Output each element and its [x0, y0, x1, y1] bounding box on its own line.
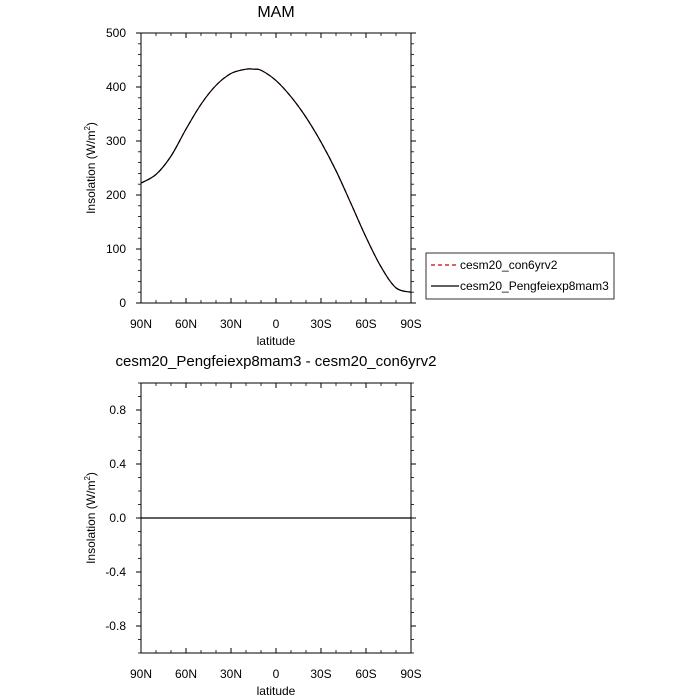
y-tick-label: 200 — [106, 188, 126, 202]
legend-label: cesm20_con6yrv2 — [460, 258, 558, 272]
x-tick-label: 30S — [310, 317, 331, 331]
x-tick-label: 90S — [400, 667, 421, 681]
y-tick-label: 300 — [106, 134, 126, 148]
y-tick-label: 100 — [106, 242, 126, 256]
x-tick-label: 0 — [273, 667, 280, 681]
x-tick-label: 60N — [175, 667, 197, 681]
x-axis-label: latitude — [257, 684, 296, 698]
x-tick-label: 60N — [175, 317, 197, 331]
chart-title: cesm20_Pengfeiexp8mam3 - cesm20_con6yrv2 — [116, 353, 437, 370]
y-axis-label: Insolation (W/m2) — [83, 472, 98, 564]
y-tick-label: 0.0 — [109, 511, 126, 525]
x-tick-label: 60S — [355, 317, 376, 331]
y-tick-label: 400 — [106, 80, 126, 94]
x-tick-label: 30N — [220, 317, 242, 331]
x-tick-label: 90N — [130, 667, 152, 681]
y-tick-label: 0 — [119, 296, 126, 310]
legend: cesm20_con6yrv2 cesm20_Pengfeiexp8mam3 — [425, 252, 615, 300]
x-tick-label: 90S — [400, 317, 421, 331]
x-axis-label: latitude — [257, 334, 296, 348]
y-tick-label: 0.4 — [109, 457, 126, 471]
y-tick-label: -0.8 — [105, 619, 126, 633]
x-tick-label: 30S — [310, 667, 331, 681]
plot-frame — [140, 32, 412, 304]
series-line-cesm20_con6yrv2 — [140, 68, 412, 293]
chart-panel-2: cesm20_Pengfeiexp8mam3 - cesm20_con6yrv2… — [83, 353, 437, 698]
legend-label: cesm20_Pengfeiexp8mam3 — [460, 279, 609, 293]
x-tick-label: 0 — [273, 317, 280, 331]
y-tick-label: 0.8 — [109, 403, 126, 417]
y-tick-label: 500 — [106, 26, 126, 40]
x-tick-label: 90N — [130, 317, 152, 331]
legend-box — [425, 252, 615, 300]
x-tick-label: 30N — [220, 667, 242, 681]
y-axis-label: Insolation (W/m2) — [83, 122, 98, 214]
chart-title: MAM — [257, 4, 294, 21]
series-line-cesm20_Pengfeiexp8mam3 — [140, 68, 412, 293]
chart-panel-1: MAM 90N 60N 30N 0 30S 60S 90S 0 100 200 300 400 500 la… — [83, 4, 615, 348]
x-tick-label: 60S — [355, 667, 376, 681]
y-tick-label: -0.4 — [105, 565, 126, 579]
